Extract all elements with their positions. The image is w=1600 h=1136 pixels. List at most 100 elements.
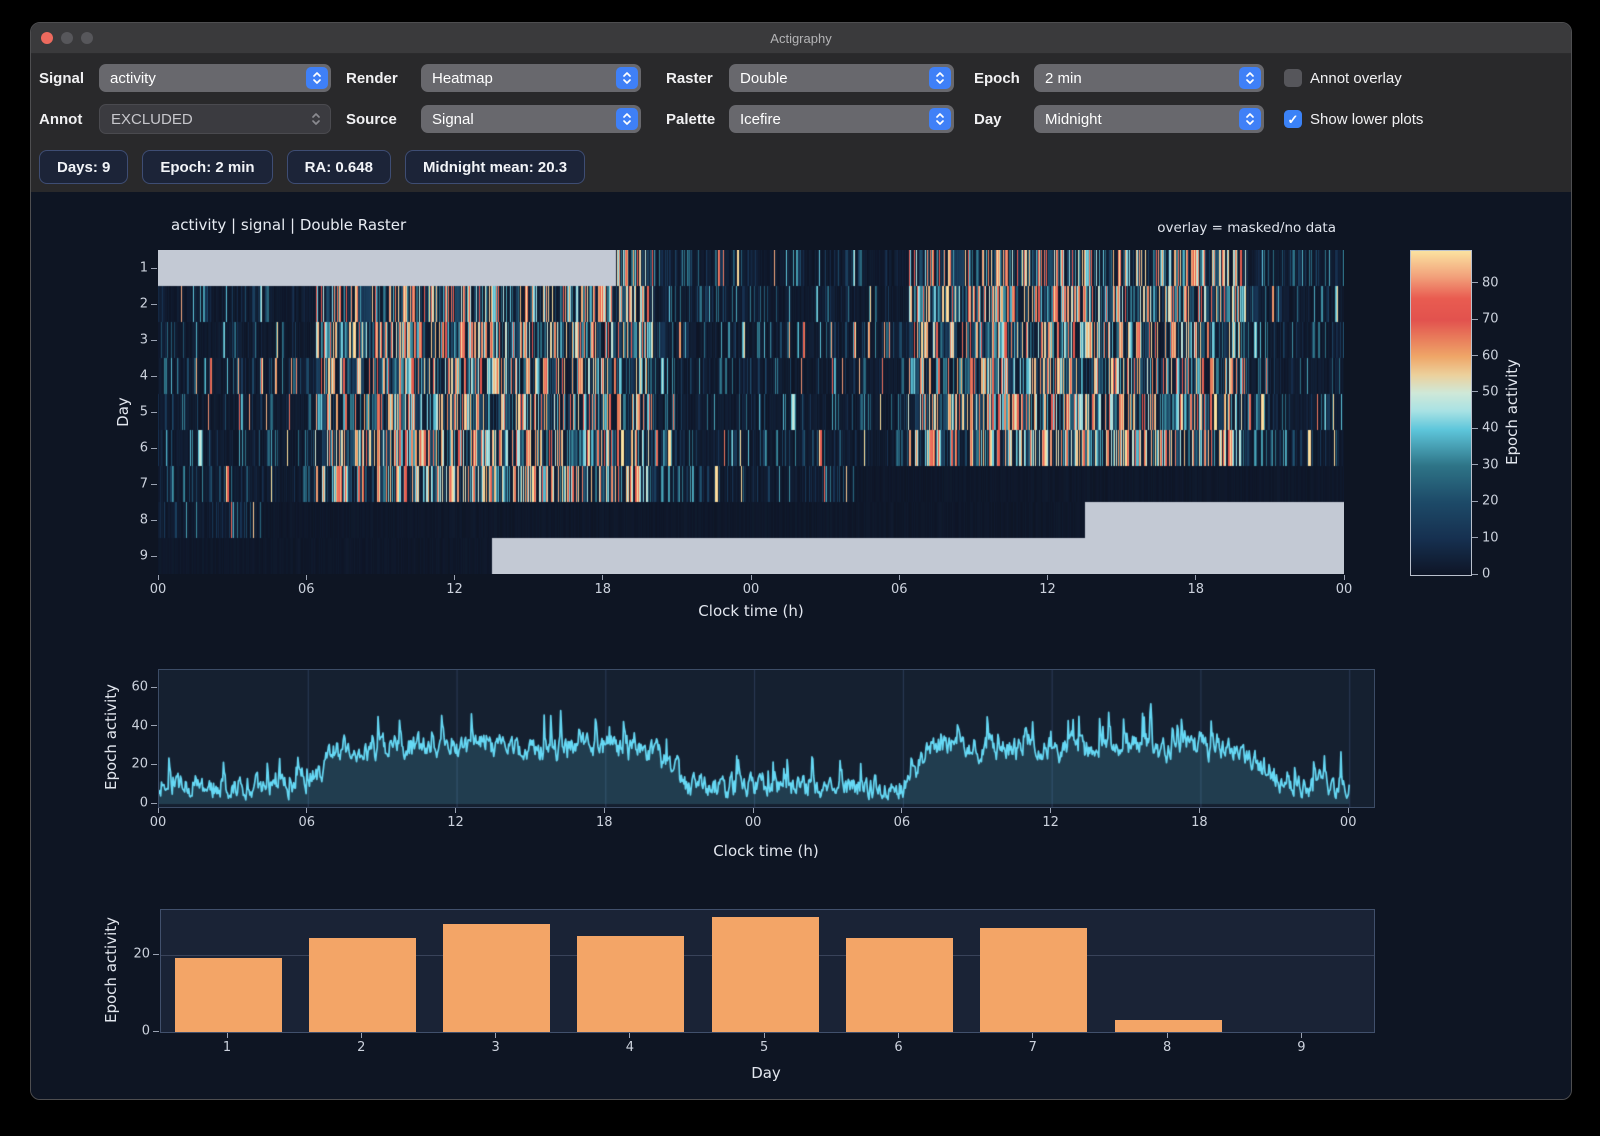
annot-overlay-checkbox[interactable]: ✓: [1284, 69, 1302, 87]
chevron-updown-icon: [306, 67, 328, 89]
tick-mark: [151, 803, 157, 804]
lineplot-xlabel: Clock time (h): [713, 842, 818, 860]
tick-mark: [158, 575, 159, 580]
render-select[interactable]: Heatmap: [421, 64, 641, 92]
colorbar-label: Epoch activity: [1503, 359, 1521, 465]
tick-mark: [1472, 428, 1478, 429]
tick-mark: [151, 556, 157, 557]
tick-mark: [151, 268, 157, 269]
desktop: Actigraphy Signal activity Render Heatma…: [0, 0, 1600, 1136]
colorbar-tick-60: 60: [1482, 348, 1499, 363]
source-label: Source: [331, 111, 421, 128]
lineplot-ytick-20: 20: [131, 757, 148, 772]
daily-mean-bar-chart: [160, 909, 1375, 1033]
signal-select[interactable]: activity: [99, 64, 331, 92]
lineplot-xtick: 06: [298, 815, 315, 830]
barchart-xtick: 9: [1297, 1040, 1305, 1055]
tick-mark: [602, 575, 603, 580]
tick-mark: [151, 412, 157, 413]
zoom-button[interactable]: [81, 32, 93, 44]
tick-mark: [1472, 574, 1478, 575]
show-lower-plots-checkbox-row[interactable]: ✓ Show lower plots: [1284, 110, 1571, 128]
heatmap-title: activity | signal | Double Raster: [171, 216, 406, 234]
chevron-updown-icon: [1239, 108, 1261, 130]
tick-mark: [455, 808, 456, 813]
heatmap-xtick: 00: [743, 582, 760, 597]
barchart-xtick: 7: [1029, 1040, 1037, 1055]
bar-day-1: [175, 958, 282, 1032]
tick-mark: [306, 575, 307, 580]
colorbar-tick-10: 10: [1482, 530, 1499, 545]
bar-day-2: [309, 938, 416, 1032]
tick-mark: [1195, 575, 1196, 580]
lineplot-xtick: 18: [1191, 815, 1208, 830]
source-select[interactable]: Signal: [421, 105, 641, 133]
bar-day-3: [443, 924, 550, 1032]
titlebar[interactable]: Actigraphy: [31, 23, 1571, 54]
barchart-xtick: 6: [894, 1040, 902, 1055]
tick-mark: [153, 954, 159, 955]
epoch-select[interactable]: 2 min: [1034, 64, 1264, 92]
heatmap-ytick-7: 7: [140, 477, 148, 492]
barchart-xtick: 4: [626, 1040, 634, 1055]
colorbar-tick-0: 0: [1482, 567, 1490, 582]
lineplot-xtick: 00: [1340, 815, 1357, 830]
heatmap-ytick-1: 1: [140, 261, 148, 276]
stat-epoch: Epoch: 2 min: [142, 150, 272, 184]
bar-day-5: [712, 917, 819, 1032]
annot-select: EXCLUDED: [99, 104, 331, 134]
figure-area: activity | signal | Double Raster overla…: [31, 192, 1571, 1099]
show-lower-plots-checkbox[interactable]: ✓: [1284, 110, 1302, 128]
lineplot-xtick: 12: [447, 815, 464, 830]
lineplot-ytick-60: 60: [131, 680, 148, 695]
heatmap-overlay-note: overlay = masked/no data: [1157, 220, 1336, 236]
barchart-xlabel: Day: [751, 1064, 781, 1082]
stat-ra: RA: 0.648: [287, 150, 391, 184]
heatmap-xtick: 18: [1187, 582, 1204, 597]
lineplot-xtick: 12: [1042, 815, 1059, 830]
raster-select[interactable]: Double: [729, 64, 954, 92]
heatmap-xlabel: Clock time (h): [698, 602, 803, 620]
tick-mark: [901, 808, 902, 813]
heatmap-ytick-4: 4: [140, 369, 148, 384]
annot-label: Annot: [39, 111, 99, 128]
tick-mark: [1167, 1033, 1168, 1038]
bar-day-6: [846, 938, 953, 1032]
tick-mark: [1344, 575, 1345, 580]
tick-mark: [151, 484, 157, 485]
tick-mark: [151, 340, 157, 341]
render-label: Render: [331, 70, 421, 87]
heatmap-xtick: 00: [1336, 582, 1353, 597]
epoch-activity-line-plot: [158, 669, 1375, 808]
barchart-xtick: 1: [223, 1040, 231, 1055]
annot-overlay-checkbox-row[interactable]: ✓ Annot overlay: [1284, 69, 1571, 87]
stat-days: Days: 9: [39, 150, 128, 184]
chevron-updown-icon: [1239, 67, 1261, 89]
stat-midnight-mean: Midnight mean: 20.3: [405, 150, 585, 184]
colorbar: [1410, 250, 1472, 576]
heatmap-xtick: 12: [1039, 582, 1056, 597]
tick-mark: [158, 808, 159, 813]
stats-row: Days: 9 Epoch: 2 min RA: 0.648 Midnight …: [31, 144, 1571, 192]
tick-mark: [629, 1033, 630, 1038]
chevron-updown-icon: [305, 108, 327, 130]
close-button[interactable]: [41, 32, 53, 44]
lineplot-xtick: 00: [150, 815, 167, 830]
tick-mark: [1050, 808, 1051, 813]
palette-select[interactable]: Icefire: [729, 105, 954, 133]
tick-mark: [361, 1033, 362, 1038]
tick-mark: [151, 304, 157, 305]
heatmap-ytick-9: 9: [140, 549, 148, 564]
minimize-button[interactable]: [61, 32, 73, 44]
raster-label: Raster: [641, 70, 729, 87]
tick-mark: [898, 1033, 899, 1038]
tick-mark: [454, 575, 455, 580]
heatmap-ytick-5: 5: [140, 405, 148, 420]
tick-mark: [1047, 575, 1048, 580]
heatmap-xtick: 18: [594, 582, 611, 597]
day-select[interactable]: Midnight: [1034, 105, 1264, 133]
tick-mark: [1199, 808, 1200, 813]
chevron-updown-icon: [929, 67, 951, 89]
day-label: Day: [954, 111, 1034, 128]
barchart-xtick: 2: [357, 1040, 365, 1055]
